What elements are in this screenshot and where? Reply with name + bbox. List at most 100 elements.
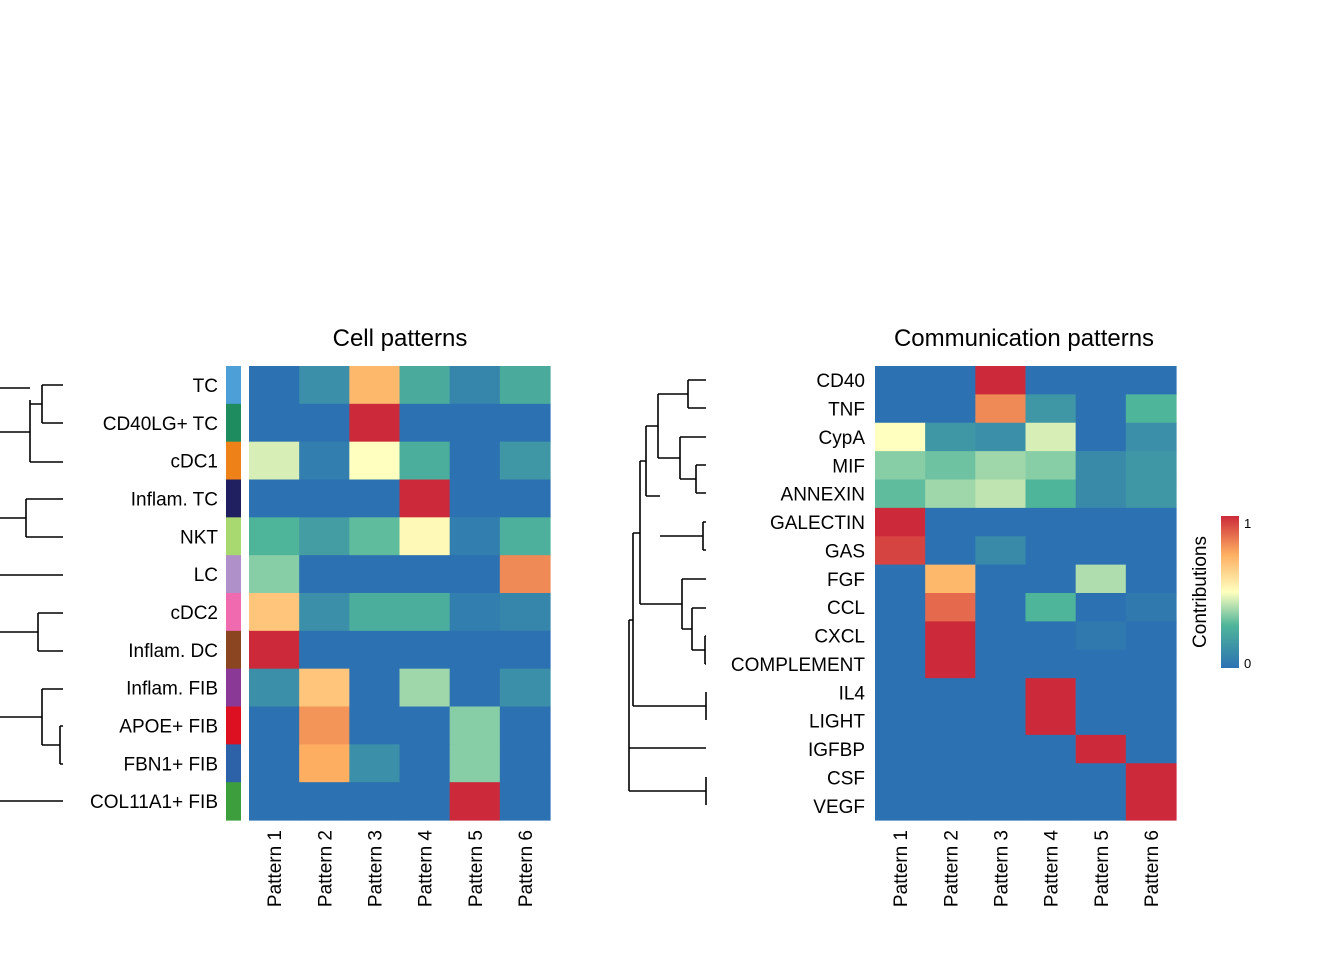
left-cell-inflam-fib-pattern-1: [249, 668, 300, 708]
right-cell-complement-pattern-2: [925, 649, 976, 679]
communication-patterns-title: Communication patterns: [894, 325, 1154, 352]
left-cell-col11a1-fib-pattern-4: [399, 782, 451, 821]
right-cell-cxcl-pattern-2: [925, 621, 976, 651]
cell-dendro-branch-e: [0, 612, 63, 652]
right-cell-cxcl-pattern-6: [1125, 621, 1177, 651]
left-row-label-inflam-dc: Inflam. DC: [128, 641, 218, 662]
left-cell-fbn1-fib-pattern-6: [499, 744, 551, 783]
left-cell-col11a1-fib-pattern-1: [249, 782, 300, 821]
left-row-label-inflam-tc: Inflam. TC: [131, 489, 218, 510]
left-cell-cd40lg-tc-pattern-6: [499, 403, 551, 443]
left-cell-cdc2-pattern-1: [249, 593, 300, 632]
left-cell-cdc1-pattern-1: [249, 441, 300, 481]
right-cell-ccl-pattern-3: [975, 593, 1027, 622]
cell-dendro-branch-b: [30, 384, 63, 424]
left-cell-lc-pattern-5: [449, 555, 501, 594]
right-row-label-tnf: TNF: [828, 400, 865, 421]
left-row-label-tc: TC: [193, 376, 218, 397]
left-cell-tc-pattern-2: [299, 366, 350, 405]
cell-heatmap-grid: [249, 366, 551, 821]
right-cell-ccl-pattern-5: [1075, 593, 1127, 622]
right-cell-mif-pattern-3: [975, 451, 1027, 481]
left-cell-inflam-dc-pattern-3: [349, 630, 401, 670]
left-cell-apoe-fib-pattern-6: [499, 706, 551, 745]
left-cell-tc-pattern-4: [399, 366, 451, 405]
comm-dendro-cypa-mif-annexin: [679, 436, 706, 494]
left-cell-inflam-fib-pattern-3: [349, 668, 401, 708]
left-column-label-pattern-4: Pattern 4: [416, 830, 437, 908]
left-cell-lc-pattern-4: [399, 555, 451, 594]
right-cell-ccl-pattern-2: [925, 593, 976, 622]
comm-dendro-il4-light: [633, 692, 707, 720]
left-cell-cdc1-pattern-5: [449, 441, 501, 481]
left-cell-nkt-pattern-6: [499, 517, 551, 556]
communication-patterns-panel: Communication patterns CD40 TNF CypA MIF ANN…: [628, 325, 1177, 908]
left-cell-cdc1-pattern-6: [499, 441, 551, 481]
left-cell-cdc2-pattern-2: [299, 593, 350, 632]
left-row-color-inflam-dc: [226, 630, 241, 670]
right-cell-vegf-pattern-2: [925, 791, 976, 821]
right-column-label-pattern-1: Pattern 1: [891, 830, 912, 907]
right-cell-galectin-pattern-5: [1075, 507, 1127, 537]
left-row-label-inflam-fib: Inflam. FIB: [126, 679, 218, 700]
left-cell-tc-pattern-1: [249, 366, 300, 405]
right-row-label-vegf: VEGF: [813, 797, 865, 818]
left-cell-cd40lg-tc-pattern-3: [349, 403, 401, 443]
right-cell-cd40-pattern-3: [975, 366, 1027, 395]
right-cell-cxcl-pattern-4: [1025, 621, 1077, 651]
comm-dendro-upper-root: [632, 532, 640, 706]
left-cell-lc-pattern-6: [499, 555, 551, 594]
cell-dendrogram: [0, 384, 63, 802]
right-cell-annexin-pattern-1: [875, 479, 926, 509]
right-cell-gas-pattern-2: [925, 536, 976, 566]
left-column-label-pattern-5: Pattern 5: [466, 830, 487, 907]
left-cell-inflam-fib-pattern-2: [299, 668, 350, 708]
right-cell-tnf-pattern-2: [925, 394, 976, 424]
right-cell-gas-pattern-6: [1125, 536, 1177, 566]
left-row-label-fbn1-fib: FBN1+ FIB: [124, 754, 219, 775]
left-column-label-pattern-3: Pattern 3: [365, 830, 386, 907]
right-cell-tnf-pattern-3: [975, 394, 1027, 424]
communication-heatmap-grid: [875, 366, 1177, 821]
left-row-label-cdc1: cDC1: [170, 452, 218, 473]
right-cell-fgf-pattern-4: [1025, 564, 1077, 594]
right-row-label-il4: IL4: [839, 683, 866, 704]
left-row-color-apoe-fib: [226, 706, 241, 745]
left-row-color-lc: [226, 555, 241, 594]
cell-patterns-title: Cell patterns: [333, 325, 468, 352]
right-cell-tnf-pattern-6: [1125, 394, 1177, 424]
comm-dendro-root: [628, 619, 633, 791]
left-column-label-pattern-1: Pattern 1: [265, 830, 286, 907]
right-cell-cxcl-pattern-5: [1075, 621, 1127, 651]
right-cell-mif-pattern-6: [1125, 451, 1177, 481]
right-row-label-annexin: ANNEXIN: [781, 485, 865, 506]
right-cell-igfbp-pattern-5: [1075, 734, 1127, 764]
right-cell-light-pattern-5: [1075, 706, 1127, 736]
communication-column-labels: Pattern 1 Pattern 2 Pattern 3 Pattern 4 Patt…: [891, 830, 1163, 908]
left-cell-lc-pattern-1: [249, 555, 300, 594]
legend-min-label: 0: [1244, 656, 1251, 671]
left-cell-tc-pattern-5: [449, 366, 501, 405]
left-cell-inflam-tc-pattern-3: [349, 479, 401, 518]
right-cell-il4-pattern-4: [1025, 678, 1077, 708]
left-cell-inflam-tc-pattern-5: [449, 479, 501, 518]
right-cell-vegf-pattern-3: [975, 791, 1027, 821]
cell-dendro-branch-f: [0, 688, 63, 765]
left-cell-cdc1-pattern-2: [299, 441, 350, 481]
left-cell-apoe-fib-pattern-2: [299, 706, 350, 745]
right-cell-cxcl-pattern-1: [875, 621, 926, 651]
left-cell-fbn1-fib-pattern-1: [249, 744, 300, 783]
right-row-label-fgf: FGF: [827, 570, 865, 591]
right-cell-tnf-pattern-5: [1075, 394, 1127, 424]
left-cell-inflam-dc-pattern-6: [499, 630, 551, 670]
left-cell-fbn1-fib-pattern-3: [349, 744, 401, 783]
left-cell-cdc2-pattern-5: [449, 593, 501, 632]
left-cell-cd40lg-tc-pattern-4: [399, 403, 451, 443]
left-cell-cd40lg-tc-pattern-5: [449, 403, 501, 443]
left-column-label-pattern-2: Pattern 2: [315, 830, 336, 907]
cell-dendro-branch-a: [0, 387, 63, 463]
left-row-color-col11a1-fib: [226, 782, 241, 821]
right-row-label-csf: CSF: [827, 768, 865, 789]
comm-dendro-galectin-gas: [660, 521, 706, 551]
comm-dendro-upper-join: [657, 393, 688, 459]
